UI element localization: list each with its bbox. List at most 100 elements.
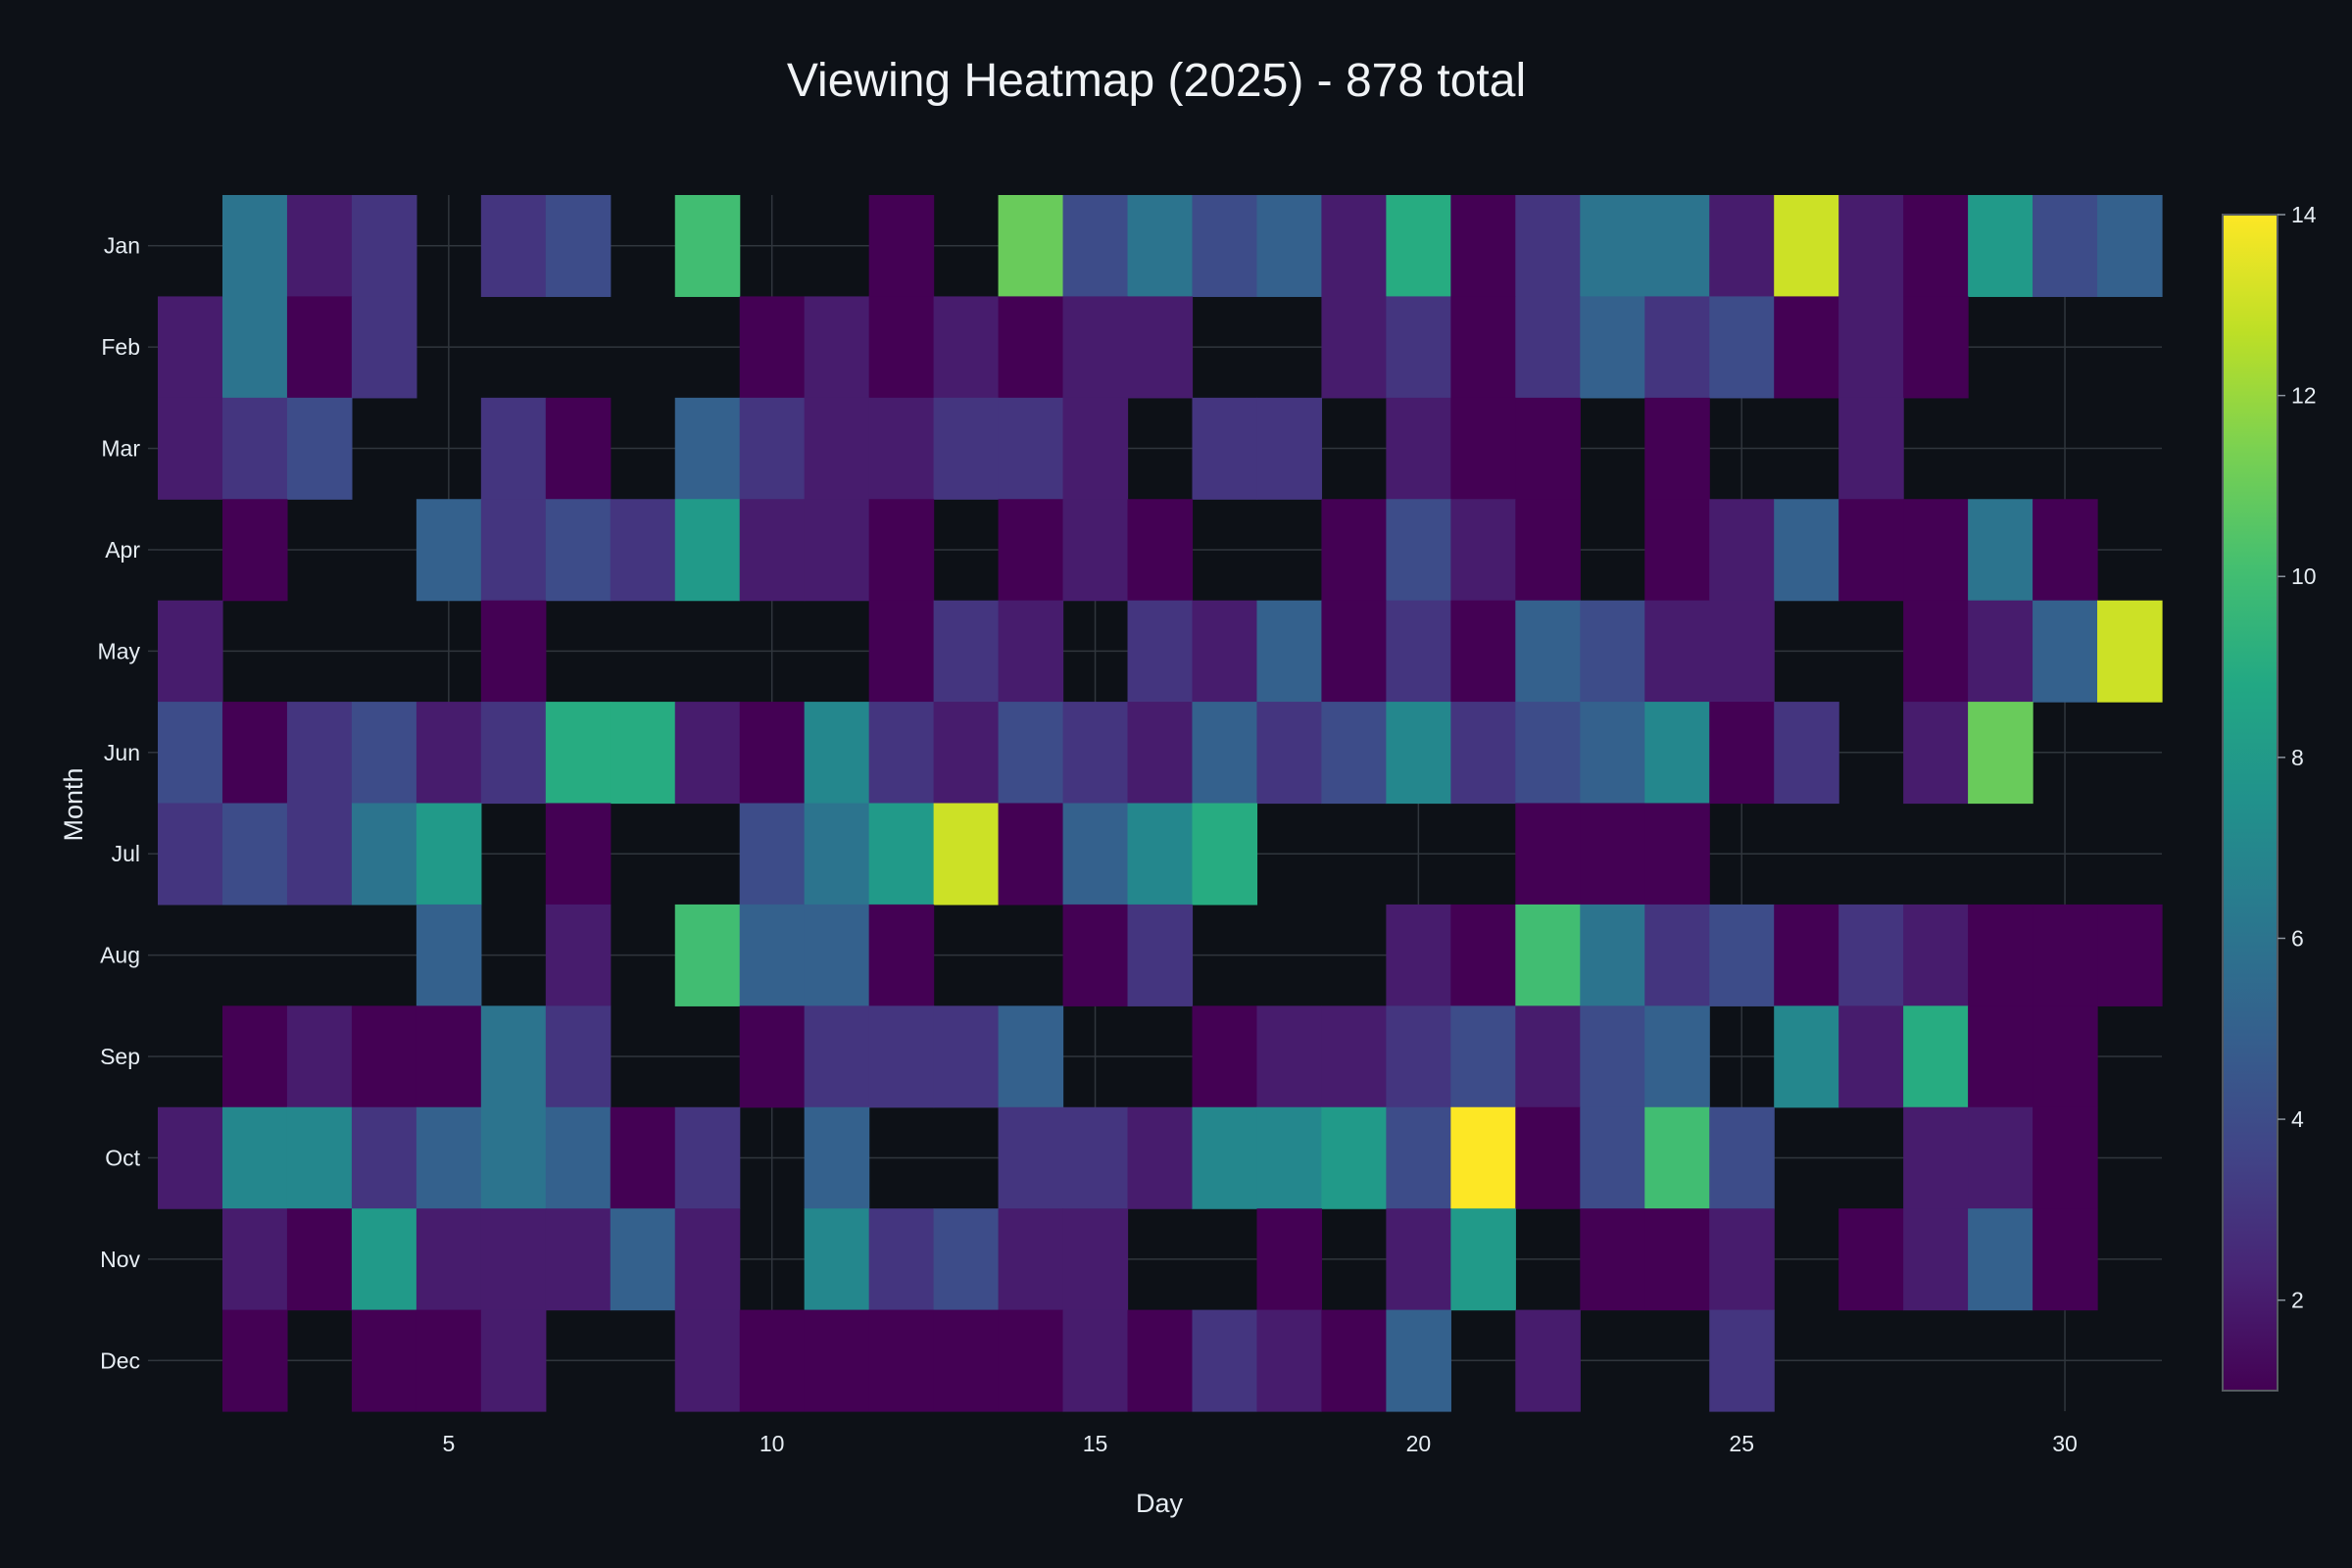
heatmap-cell-may-13 xyxy=(933,600,1000,703)
y-tick-label-feb: Feb xyxy=(101,334,140,360)
heatmap-cell-aug-12 xyxy=(868,904,935,1006)
heatmap-cell-jul-22 xyxy=(1515,803,1581,906)
heatmap-cell-jan-2 xyxy=(221,195,288,298)
heatmap-cell-oct-14 xyxy=(998,1106,1064,1209)
heatmap-cell-jul-24 xyxy=(1644,803,1710,906)
heatmap-cell-oct-2 xyxy=(221,1106,288,1209)
heatmap-cell-may-20 xyxy=(1386,600,1451,703)
heatmap-cell-jun-24 xyxy=(1644,702,1710,805)
heatmap-cell-jun-21 xyxy=(1450,702,1516,805)
heatmap-cell-jun-26 xyxy=(1774,702,1839,805)
heatmap-cell-nov-2 xyxy=(221,1208,288,1311)
heatmap-cell-oct-25 xyxy=(1709,1106,1775,1209)
heatmap-cell-nov-4 xyxy=(351,1208,417,1311)
heatmap-cell-jan-30 xyxy=(2033,195,2098,298)
heatmap-cell-aug-30 xyxy=(2033,904,2098,1006)
heatmap-cell-sep-4 xyxy=(351,1005,417,1108)
y-tick-label-aug: Aug xyxy=(100,943,140,968)
heatmap-cell-dec-11 xyxy=(804,1309,870,1412)
heatmap-cell-jun-17 xyxy=(1192,702,1258,805)
heatmap-cell-oct-21 xyxy=(1450,1106,1516,1209)
heatmap-cell-nov-24 xyxy=(1644,1208,1710,1311)
heatmap-cell-sep-2 xyxy=(221,1005,288,1108)
x-axis-ticks: 5 10 15 20 25 30 xyxy=(442,1431,2077,1456)
chart-title: Viewing Heatmap (2025) - 878 total xyxy=(787,55,1526,107)
heatmap-cell-apr-24 xyxy=(1644,499,1710,602)
heatmap-cell-nov-5 xyxy=(416,1208,482,1311)
heatmap-cell-mar-9 xyxy=(674,397,741,500)
heatmap-cell-sep-18 xyxy=(1256,1005,1323,1108)
x-tick-label-25: 25 xyxy=(1729,1431,1754,1456)
heatmap-cell-nov-3 xyxy=(286,1208,353,1311)
x-tick-label-5: 5 xyxy=(442,1431,455,1456)
colorbar-tick-label-6: 6 xyxy=(2291,925,2304,951)
heatmap-cell-oct-23 xyxy=(1580,1106,1645,1209)
heatmap-cell-apr-26 xyxy=(1774,499,1839,602)
heatmap-cell-jan-22 xyxy=(1515,195,1581,298)
colorbar-ticks: 2 4 6 8 10 12 14 xyxy=(2278,202,2317,1313)
heatmap-cell-may-21 xyxy=(1450,600,1516,703)
heatmap-cell-sep-26 xyxy=(1774,1005,1839,1108)
heatmap-cell-nov-9 xyxy=(674,1208,741,1311)
heatmap-cell-jan-28 xyxy=(1903,195,1969,298)
heatmap-cell-mar-21 xyxy=(1450,397,1516,500)
heatmap-cell-oct-9 xyxy=(674,1106,741,1209)
heatmap-cell-feb-4 xyxy=(351,296,417,399)
heatmap-cell-dec-22 xyxy=(1515,1309,1581,1412)
heatmap-cell-dec-6 xyxy=(480,1309,547,1412)
heatmap-cell-jul-5 xyxy=(416,803,482,906)
heatmap-cell-jun-28 xyxy=(1903,702,1969,805)
heatmap-cell-feb-20 xyxy=(1386,296,1451,399)
heatmap-cell-may-16 xyxy=(1127,600,1194,703)
heatmap-cell-jul-16 xyxy=(1127,803,1194,906)
heatmap-cell-nov-29 xyxy=(1968,1208,2034,1311)
colorbar-tick-label-14: 14 xyxy=(2291,202,2317,227)
heatmap-cell-oct-17 xyxy=(1192,1106,1258,1209)
heatmap-cell-aug-26 xyxy=(1774,904,1839,1006)
heatmap-cell-aug-21 xyxy=(1450,904,1516,1006)
heatmap-cell-sep-13 xyxy=(933,1005,1000,1108)
heatmap-cell-oct-16 xyxy=(1127,1106,1194,1209)
heatmap-cell-mar-7 xyxy=(545,397,612,500)
heatmap-cell-jul-2 xyxy=(221,803,288,906)
heatmap-cell-aug-9 xyxy=(674,904,741,1006)
heatmap-cell-apr-10 xyxy=(739,499,806,602)
heatmap-cell-jun-4 xyxy=(351,702,417,805)
heatmap-cell-jul-23 xyxy=(1580,803,1645,906)
heatmap-cell-may-31 xyxy=(2097,600,2163,703)
heatmap-cell-jun-14 xyxy=(998,702,1064,805)
heatmap-cell-jul-11 xyxy=(804,803,870,906)
heatmap-cell-sep-28 xyxy=(1903,1005,1969,1108)
heatmap-cell-apr-11 xyxy=(804,499,870,602)
heatmap-cell-jan-14 xyxy=(998,195,1064,298)
heatmap-cell-oct-24 xyxy=(1644,1106,1710,1209)
heatmap-cell-feb-23 xyxy=(1580,296,1645,399)
heatmap-cell-nov-6 xyxy=(480,1208,547,1311)
heatmap-cell-jul-12 xyxy=(868,803,935,906)
heatmap-cell-jan-23 xyxy=(1580,195,1645,298)
heatmap-cell-aug-31 xyxy=(2097,904,2163,1006)
heatmap-cell-jun-29 xyxy=(1968,702,2034,805)
heatmap-cell-aug-23 xyxy=(1580,904,1645,1006)
y-axis-title: Month xyxy=(59,767,88,841)
heatmap-cell-dec-5 xyxy=(416,1309,482,1412)
heatmap-cell-mar-14 xyxy=(998,397,1064,500)
heatmap-cell-apr-28 xyxy=(1903,499,1969,602)
heatmap-cells xyxy=(158,195,2163,1412)
heatmap-cell-nov-8 xyxy=(610,1208,676,1311)
heatmap-cell-jan-31 xyxy=(2097,195,2163,298)
heatmap-cell-sep-10 xyxy=(739,1005,806,1108)
heatmap-cell-sep-21 xyxy=(1450,1005,1516,1108)
heatmap-cell-may-30 xyxy=(2033,600,2098,703)
heatmap-cell-jun-13 xyxy=(933,702,1000,805)
heatmap-cell-jul-17 xyxy=(1192,803,1258,906)
heatmap-cell-mar-27 xyxy=(1838,397,1904,500)
heatmap-cell-apr-27 xyxy=(1838,499,1904,602)
heatmap-cell-dec-19 xyxy=(1321,1309,1387,1412)
heatmap-cell-jun-12 xyxy=(868,702,935,805)
heatmap-cell-jan-12 xyxy=(868,195,935,298)
heatmap-cell-feb-2 xyxy=(221,296,288,399)
heatmap-cell-aug-16 xyxy=(1127,904,1194,1006)
heatmap-cell-oct-5 xyxy=(416,1106,482,1209)
